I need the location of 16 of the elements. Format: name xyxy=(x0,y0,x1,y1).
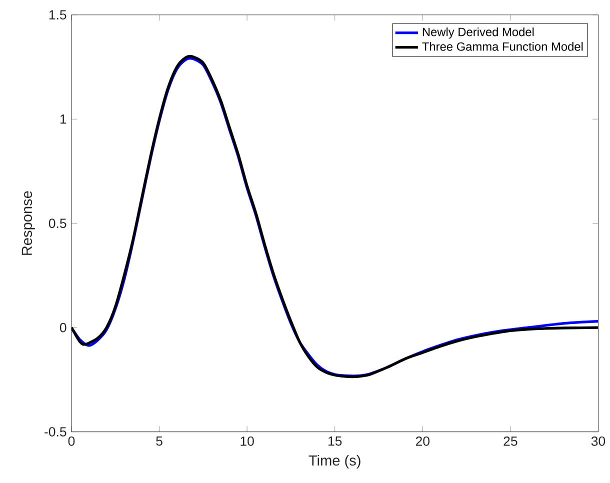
x-tick-label: 25 xyxy=(504,436,518,446)
x-axis-title: Time (s) xyxy=(308,454,360,468)
x-tick-label: 15 xyxy=(328,436,342,446)
y-tick-label: 1.5 xyxy=(49,10,66,20)
x-tick-label: 5 xyxy=(156,436,162,446)
x-tick-label: 20 xyxy=(416,436,430,446)
y-tick-label: 1 xyxy=(60,114,66,124)
y-tick-label: 0 xyxy=(60,322,66,332)
legend-label: Three Gamma Function Model xyxy=(422,42,583,51)
y-tick-label: 0.5 xyxy=(48,218,66,228)
x-tick-label: 10 xyxy=(240,436,254,446)
x-tick-label: 0 xyxy=(68,436,75,446)
y-axis-title: Response xyxy=(22,191,35,255)
y-tick-label: -0.5 xyxy=(44,426,66,436)
x-tick-label: 30 xyxy=(591,436,606,446)
legend-label: Newly Derived Model xyxy=(422,27,534,38)
